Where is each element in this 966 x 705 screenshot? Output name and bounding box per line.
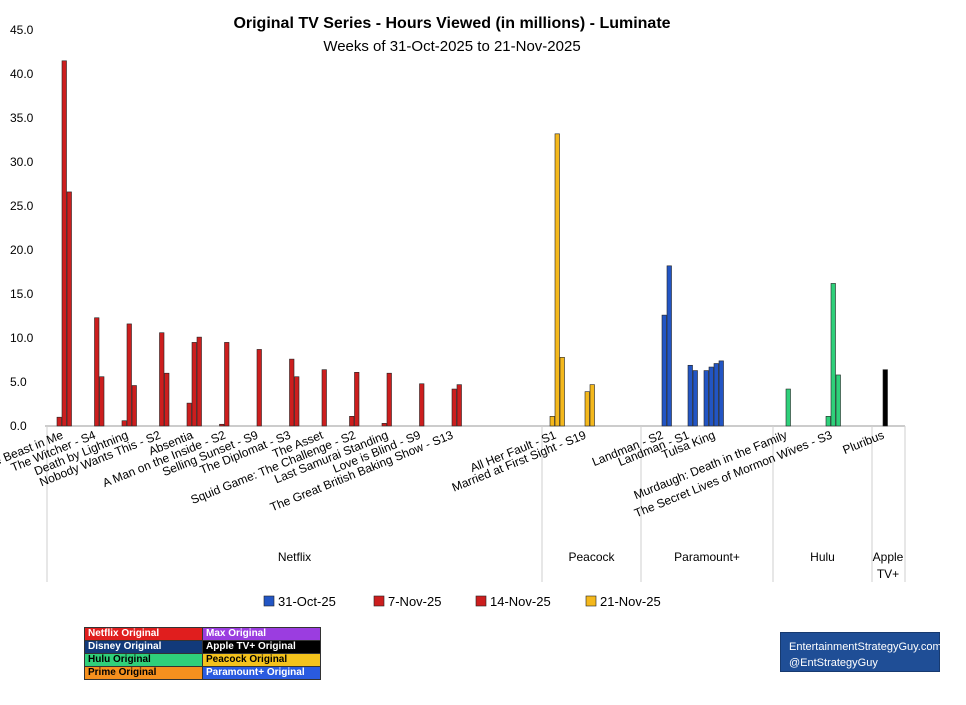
y-tick-label: 25.0 (10, 199, 34, 213)
group-label: TV+ (877, 567, 899, 581)
x-category-label: Tulsa King (660, 428, 717, 462)
origin-legend-cell: Peacock Original (202, 653, 321, 667)
group-label: Paramount+ (674, 550, 740, 564)
origin-legend-row: Disney Original Apple TV+ Original (84, 640, 321, 654)
bar (882, 369, 888, 427)
bar (159, 332, 165, 427)
bar (451, 388, 457, 427)
origin-legend-cell: Prime Original (84, 666, 203, 680)
y-tick-label: 35.0 (10, 111, 34, 125)
bar (661, 314, 667, 427)
origin-legend-row: Netflix Original Max Original (84, 627, 321, 641)
bar (56, 416, 62, 427)
bar (354, 372, 360, 427)
bar (666, 265, 672, 427)
origin-legend-cell: Disney Original (84, 640, 203, 654)
x-category-label: Pluribus (841, 428, 886, 457)
bar (708, 366, 714, 427)
y-tick-label: 5.0 (10, 375, 27, 389)
origin-legend-row: Hulu Original Peacock Original (84, 653, 321, 667)
branding-website: EntertainmentStrategyGuy.com (789, 641, 942, 653)
bar (549, 416, 555, 427)
bar (256, 349, 262, 427)
origin-legend-cell: Apple TV+ Original (202, 640, 321, 654)
bar (219, 423, 225, 427)
bar (121, 420, 127, 427)
group-label: Peacock (568, 550, 615, 564)
y-tick-label: 15.0 (10, 287, 34, 301)
bar (554, 133, 560, 427)
bar (785, 388, 791, 427)
y-tick-label: 0.0 (10, 419, 27, 433)
bar (94, 317, 100, 427)
y-tick-label: 45.0 (10, 23, 34, 37)
bar (718, 360, 724, 427)
legend-swatch (585, 595, 597, 607)
origin-color-legend: Netflix Original Max Original Disney Origi… (84, 627, 321, 680)
origin-legend-cell: Netflix Original (84, 627, 203, 641)
bar (419, 383, 425, 427)
bar (186, 402, 192, 427)
bar (456, 384, 462, 427)
chart-title: Original TV Series - Hours Viewed (in mi… (233, 15, 670, 32)
origin-legend-cell: Max Original (202, 627, 321, 641)
bar (713, 363, 719, 427)
bar (825, 416, 831, 427)
bar (589, 384, 595, 427)
group-label: Netflix (278, 550, 311, 564)
bar (126, 323, 132, 427)
bar (321, 369, 327, 427)
legend-label: 7-Nov-25 (388, 594, 441, 609)
bar (191, 342, 197, 427)
y-tick-label: 10.0 (10, 331, 34, 345)
bar (61, 60, 67, 427)
bar (224, 342, 230, 427)
branding-box: EntertainmentStrategyGuy.com @EntStrateg… (780, 632, 942, 672)
origin-legend-row: Prime Original Paramount+ Original (84, 666, 321, 680)
bar (584, 391, 590, 427)
group-label: Hulu (810, 550, 835, 564)
bar (99, 376, 105, 427)
bar (703, 370, 709, 427)
bar (349, 416, 355, 427)
bar (687, 364, 693, 427)
legend-swatch (475, 595, 487, 607)
bar (835, 374, 841, 427)
origin-legend-cell: Hulu Original (84, 653, 203, 667)
bar (830, 283, 836, 427)
legend-label: 31-Oct-25 (278, 594, 336, 609)
bar (131, 385, 137, 427)
chart-subtitle: Weeks of 31-Oct-2025 to 21-Nov-2025 (323, 38, 580, 55)
y-tick-label: 30.0 (10, 155, 34, 169)
bar (559, 357, 565, 427)
bar (164, 372, 170, 427)
group-label: Apple (873, 550, 904, 564)
legend-swatch (263, 595, 275, 607)
bar (196, 336, 202, 427)
y-tick-label: 20.0 (10, 243, 34, 257)
y-tick-label: 40.0 (10, 67, 34, 81)
legend-label: 14-Nov-25 (490, 594, 551, 609)
bar (692, 370, 698, 427)
branding-handle: @EntStrategyGuy (789, 657, 878, 669)
bar (294, 376, 300, 427)
legend-label: 21-Nov-25 (600, 594, 661, 609)
bar (381, 423, 387, 427)
legend-swatch (373, 595, 385, 607)
bar (66, 191, 72, 427)
bar (386, 372, 392, 427)
bar (289, 358, 295, 427)
origin-legend-cell: Paramount+ Original (202, 666, 321, 680)
